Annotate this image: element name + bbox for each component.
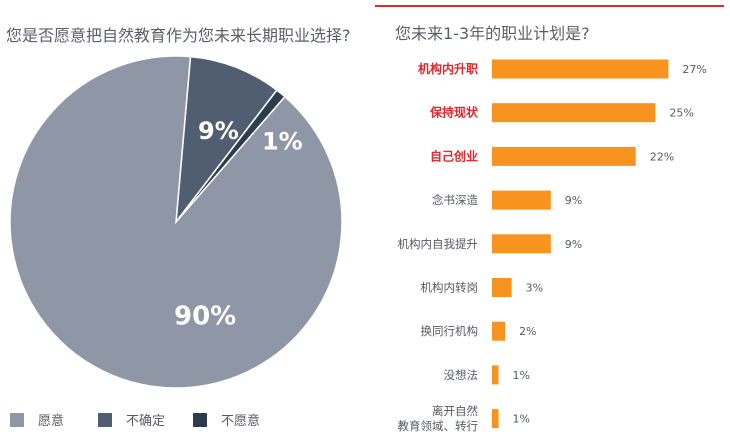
bar-value-label: 9%	[565, 194, 582, 207]
bar	[492, 234, 551, 254]
pie-slice-label: 9%	[198, 117, 239, 145]
bar-category-label: 保持现状	[429, 105, 479, 120]
legend-label: 不愿意	[221, 414, 261, 429]
legend-swatch	[98, 412, 112, 427]
pie-slice-unsure	[175, 55, 278, 225]
legend-swatch	[193, 412, 207, 427]
bar	[492, 146, 636, 166]
legend-label: 愿意	[38, 414, 65, 429]
bar-category-label: 机构内转岗	[421, 281, 479, 295]
bar	[492, 103, 656, 123]
bar-category-label: 念书深造	[432, 193, 478, 207]
bar-category-label: 没想法	[444, 368, 479, 382]
pie-chart-title: 您是否愿意把自然教育作为您未来长期职业选择?	[6, 26, 351, 45]
legend-item-unwilling: 不愿意	[193, 410, 260, 429]
bar-category-label: 离开自然教育领域、转行	[398, 404, 479, 433]
bar-value-label: 2%	[519, 325, 536, 338]
bar-value-label: 9%	[565, 238, 582, 251]
pie-slice-label: 1%	[262, 127, 303, 155]
bar-value-label: 1%	[513, 413, 530, 426]
legend-swatch	[10, 412, 24, 427]
bar	[492, 278, 512, 297]
pie-slice-label: 90%	[174, 302, 236, 332]
bar-value-label: 1%	[513, 369, 530, 382]
bar	[492, 321, 506, 341]
header-rule	[375, 5, 724, 7]
bar-value-label: 3%	[526, 282, 543, 295]
bar-category-label: 机构内升职	[418, 61, 478, 76]
bar-category-label: 机构内自我提升	[398, 237, 479, 251]
bar-value-label: 22%	[650, 150, 674, 163]
legend-label: 不确定	[126, 414, 166, 429]
bar-category-label: 自己创业	[430, 148, 478, 163]
bar	[492, 409, 499, 429]
bar-value-label: 27%	[682, 63, 706, 76]
pie-slice-willing	[9, 55, 343, 389]
bar	[492, 59, 669, 79]
bar	[492, 365, 499, 385]
bar-value-label: 25%	[669, 107, 693, 120]
bar-category-label: 换同行机构	[421, 324, 479, 338]
bar-chart-title: 您未来1-3年的职业计划是?	[395, 24, 590, 43]
bar-chart: 27% 机构内升职 25% 保持现状 22% 自己创业 9% 念书深造 9% 机构内自我提升 3% 机…	[398, 59, 707, 433]
pie-chart: 90% 9% 1%	[9, 55, 343, 389]
legend-item-unsure: 不确定	[98, 410, 165, 429]
bar	[492, 190, 551, 210]
legend-item-willing: 愿意	[10, 410, 64, 429]
